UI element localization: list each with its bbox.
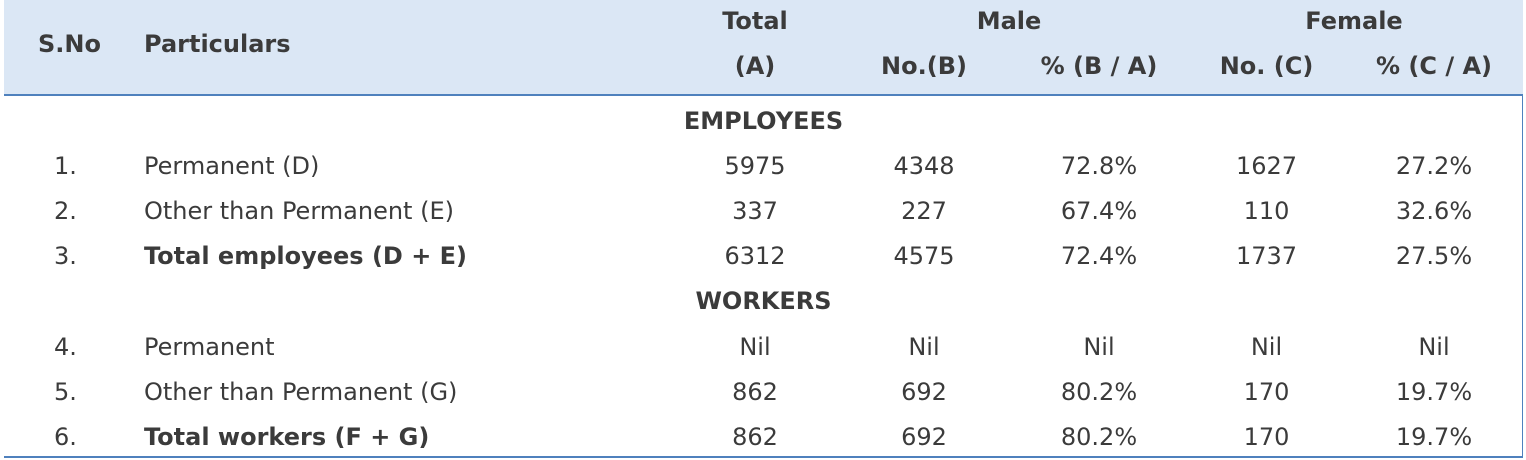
row-sno: 6. [54,423,77,451]
row-particulars: Permanent (D) [144,152,320,180]
row-particulars: Other than Permanent (G) [144,378,458,406]
table-row: 1. Permanent (D) 5975 4348 72.8% 1627 27… [4,146,1523,186]
row-male-no: 4348 [893,152,955,180]
row-sno: 4. [54,333,77,361]
row-male-pct: 72.8% [1060,152,1138,180]
table-header: S.No Particulars Total (A) Male No.(B) %… [4,0,1523,96]
header-male-no: No.(B) [881,52,967,80]
row-male-pct: 80.2% [1060,423,1138,451]
row-total: 5975 [724,152,786,180]
row-sno: 1. [54,152,77,180]
header-sno: S.No [38,30,101,58]
row-sno: 3. [54,242,77,270]
row-total: 862 [732,423,778,451]
row-male-no: 227 [901,197,947,225]
row-particulars: Permanent [144,333,275,361]
row-sno: 5. [54,378,77,406]
row-female-no: 110 [1243,197,1290,225]
row-total: Nil [739,333,771,361]
row-female-pct: Nil [1418,333,1450,361]
row-female-pct: 27.5% [1395,242,1473,270]
row-female-pct: 19.7% [1395,378,1473,406]
row-particulars: Total workers (F + G) [144,423,430,451]
row-male-no: 4575 [893,242,955,270]
row-particulars: Total employees (D + E) [144,242,468,270]
row-female-no: 1737 [1235,242,1298,270]
table-row: 6. Total workers (F + G) 862 692 80.2% 1… [4,417,1523,457]
row-female-pct: 32.6% [1395,197,1473,225]
row-female-no: 170 [1243,378,1290,406]
header-male: Male [976,7,1042,35]
row-total: 6312 [724,242,786,270]
header-total: Total [722,7,788,35]
row-male-pct: 67.4% [1060,197,1138,225]
row-male-no: 692 [901,423,947,451]
row-male-no: 692 [901,378,947,406]
header-female-pct: % (C / A) [1375,52,1492,80]
header-male-pct: % (B / A) [1040,52,1158,80]
row-female-pct: 19.7% [1395,423,1473,451]
row-particulars: Other than Permanent (E) [144,197,454,225]
row-male-pct: 80.2% [1060,378,1138,406]
row-male-pct: Nil [1083,333,1115,361]
row-male-pct: 72.4% [1060,242,1138,270]
header-total-sub: (A) [734,52,776,80]
row-total: 862 [732,378,778,406]
row-female-pct: 27.2% [1395,152,1473,180]
table-row: 5. Other than Permanent (G) 862 692 80.2… [4,372,1523,412]
employee-worker-table: S.No Particulars Total (A) Male No.(B) %… [4,0,1523,458]
table-row: 2. Other than Permanent (E) 337 227 67.4… [4,191,1523,231]
row-sno: 2. [54,197,77,225]
row-female-no: 170 [1243,423,1290,451]
section-title-workers: WORKERS [695,287,832,315]
row-male-no: Nil [908,333,940,361]
header-particulars: Particulars [144,30,291,58]
row-total: 337 [732,197,778,225]
header-female: Female [1305,7,1403,35]
section-title-employees: EMPLOYEES [683,107,844,135]
row-female-no: 1627 [1235,152,1298,180]
row-female-no: Nil [1250,333,1283,361]
table-row: 4. Permanent Nil Nil Nil Nil Nil [4,327,1523,367]
header-female-no: No. (C) [1219,52,1314,80]
table-row: 3. Total employees (D + E) 6312 4575 72.… [4,236,1523,276]
